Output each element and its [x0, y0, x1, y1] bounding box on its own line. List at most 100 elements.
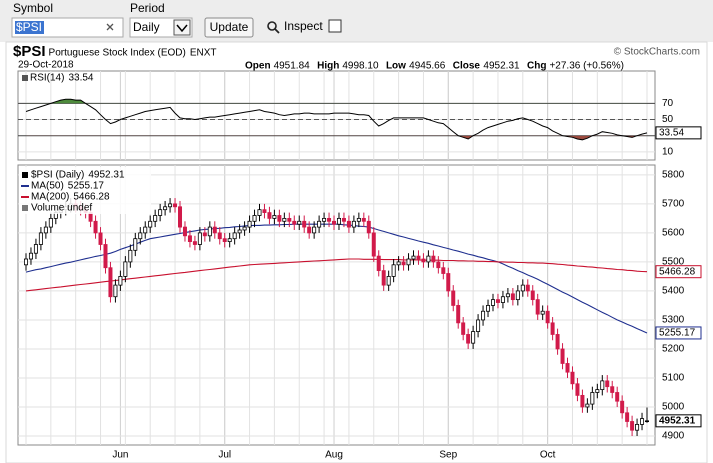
candle-body — [327, 217, 332, 222]
inspect-label: Inspect — [284, 19, 323, 33]
candle-body — [486, 305, 491, 312]
selection — [15, 21, 44, 34]
candle-body — [481, 310, 486, 321]
candle-body — [118, 276, 123, 286]
y-tick-label: 5400 — [662, 286, 685, 297]
candle-body — [386, 276, 391, 286]
candle-body — [153, 215, 158, 222]
legend-icon — [22, 205, 28, 211]
rsi-tick-label: 70 — [662, 98, 674, 109]
inspect-checkbox[interactable] — [328, 19, 342, 33]
candle-body — [182, 226, 187, 237]
candle-body — [123, 261, 128, 277]
value-box — [655, 265, 702, 279]
update-button[interactable] — [204, 17, 254, 38]
candle-body — [361, 217, 366, 222]
candle-body — [23, 258, 28, 266]
candle-body — [98, 232, 103, 245]
legend-value: 5466.28 — [73, 192, 110, 203]
candle-body — [426, 255, 431, 263]
y-tick-label: 4900 — [662, 431, 685, 442]
clear-icon[interactable] — [106, 23, 114, 31]
legend-value: 4952.31 — [88, 170, 125, 181]
candle-body — [138, 232, 143, 240]
x-tick-label: Oct — [540, 450, 556, 461]
candle-body — [471, 331, 476, 344]
update-button-label[interactable]: Update — [210, 20, 249, 34]
candle-body — [242, 226, 247, 231]
candle-body — [202, 232, 207, 237]
legend-value: 5255.17 — [68, 181, 105, 192]
candle-body — [103, 244, 108, 269]
candle-body — [600, 380, 605, 390]
candle-body — [391, 264, 396, 277]
symbol-label: Symbol — [13, 1, 53, 15]
candle-body — [630, 421, 635, 431]
candle-body — [406, 258, 411, 266]
candle-body — [133, 238, 138, 251]
candle-body — [421, 258, 426, 263]
candle-body — [446, 273, 451, 292]
candle-body — [317, 220, 322, 228]
candle-body — [605, 380, 610, 388]
y-tick-label: 5200 — [662, 344, 685, 355]
candle-body — [580, 394, 585, 408]
quote-label: Chg — [527, 61, 546, 72]
y-tick-label: 5700 — [662, 199, 685, 210]
y-tick-label: 5000 — [662, 402, 685, 413]
candle-body — [525, 284, 530, 292]
candle-body — [237, 229, 242, 234]
candle-body — [178, 206, 183, 228]
legend-label: MA(200) — [31, 192, 69, 203]
candle-body — [307, 226, 312, 234]
candle-body — [108, 267, 113, 298]
candle-body — [431, 255, 436, 263]
candle-body — [451, 290, 456, 306]
value-box-label: 5255.17 — [659, 328, 696, 339]
candle-body — [43, 226, 48, 234]
candle-body — [252, 215, 257, 222]
candle-body — [312, 226, 317, 234]
candle-body — [555, 334, 560, 350]
moving-average — [25, 258, 648, 292]
candle-body — [615, 392, 620, 402]
candle-body — [277, 215, 282, 222]
select-arrow — [176, 24, 188, 33]
candle-body — [560, 348, 565, 364]
candle-body — [341, 217, 346, 222]
candle-body — [416, 255, 421, 260]
candle-body — [346, 220, 351, 228]
candle-body — [535, 299, 540, 315]
candle-body — [510, 293, 515, 301]
chart-title: $PSI — [13, 43, 46, 60]
candle-body — [505, 293, 510, 298]
candle-body — [461, 322, 466, 335]
candle-body — [570, 371, 575, 385]
candle-body — [585, 403, 590, 408]
candle-body — [356, 217, 361, 222]
quote-label: Close — [453, 61, 481, 72]
candle-body — [371, 232, 376, 257]
candle-body — [38, 232, 43, 245]
x-tick-label: Jun — [112, 450, 128, 461]
candle-body — [148, 220, 153, 228]
symbol-value: $PSI — [16, 20, 42, 34]
quote-value: +27.36 (+0.56%) — [549, 61, 624, 72]
legend-box — [19, 167, 151, 214]
legend-label: MA(50) — [31, 181, 64, 192]
candle-body — [500, 296, 505, 303]
quote-value: 4951.84 — [274, 61, 311, 72]
chart-subtitle: Portuguese Stock Index (EOD) — [49, 48, 186, 59]
candle-body — [495, 299, 500, 303]
value-box — [655, 126, 702, 140]
moving-average — [25, 223, 648, 334]
candle-body — [207, 226, 212, 237]
candle-body — [336, 217, 341, 225]
candle-body — [217, 232, 222, 240]
candle-body — [28, 252, 33, 260]
inspect-icon-handle — [274, 28, 280, 34]
candle-body — [287, 217, 292, 222]
select-arrow-box[interactable] — [173, 19, 191, 36]
